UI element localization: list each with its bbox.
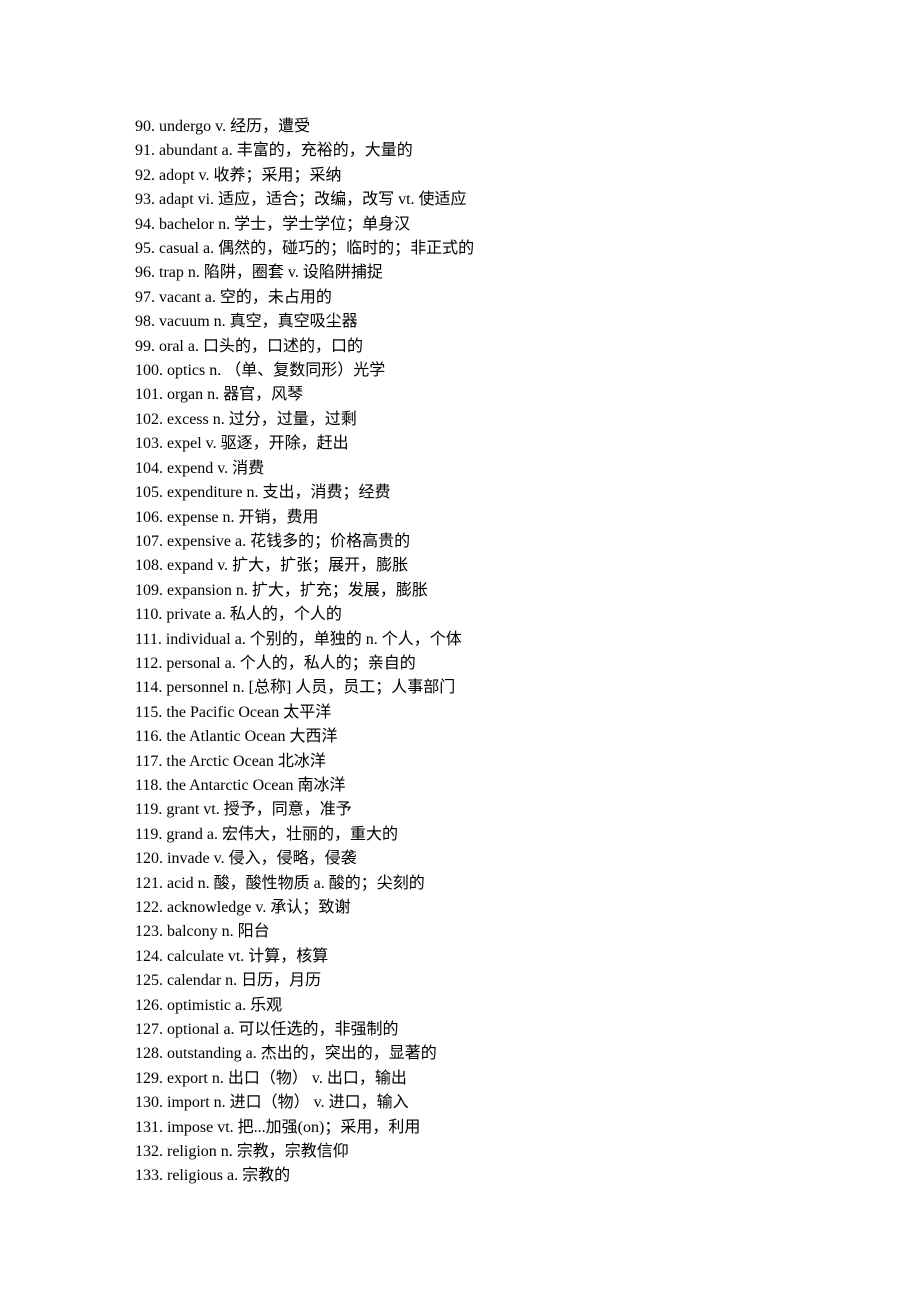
vocab-entry: 132. religion n. 宗教，宗教信仰 bbox=[135, 1140, 920, 1164]
vocab-entry: 111. individual a. 个别的，单独的 n. 个人，个体 bbox=[135, 628, 920, 652]
vocab-entry: 94. bachelor n. 学士，学士学位；单身汉 bbox=[135, 213, 920, 237]
document-page: 90. undergo v. 经历，遭受91. abundant a. 丰富的，… bbox=[0, 0, 920, 1302]
vocab-entry: 108. expand v. 扩大，扩张；展开，膨胀 bbox=[135, 554, 920, 578]
vocab-entry: 114. personnel n. [总称] 人员，员工；人事部门 bbox=[135, 676, 920, 700]
vocab-entry: 96. trap n. 陷阱，圈套 v. 设陷阱捕捉 bbox=[135, 261, 920, 285]
vocab-entry: 123. balcony n. 阳台 bbox=[135, 920, 920, 944]
vocab-entry: 107. expensive a. 花钱多的；价格高贵的 bbox=[135, 530, 920, 554]
vocab-entry: 127. optional a. 可以任选的，非强制的 bbox=[135, 1018, 920, 1042]
vocab-entry: 121. acid n. 酸，酸性物质 a. 酸的；尖刻的 bbox=[135, 872, 920, 896]
vocab-entry: 129. export n. 出口（物） v. 出口，输出 bbox=[135, 1067, 920, 1091]
vocab-entry: 116. the Atlantic Ocean 大西洋 bbox=[135, 725, 920, 749]
vocab-entry: 97. vacant a. 空的，未占用的 bbox=[135, 286, 920, 310]
vocab-entry: 128. outstanding a. 杰出的，突出的，显著的 bbox=[135, 1042, 920, 1066]
vocab-entry: 100. optics n. （单、复数同形）光学 bbox=[135, 359, 920, 383]
vocab-entry: 103. expel v. 驱逐，开除，赶出 bbox=[135, 432, 920, 456]
vocab-entry: 124. calculate vt. 计算，核算 bbox=[135, 945, 920, 969]
vocab-entry: 98. vacuum n. 真空，真空吸尘器 bbox=[135, 310, 920, 334]
vocab-entry: 133. religious a. 宗教的 bbox=[135, 1164, 920, 1188]
vocab-entry: 115. the Pacific Ocean 太平洋 bbox=[135, 701, 920, 725]
vocab-entry: 101. organ n. 器官，风琴 bbox=[135, 383, 920, 407]
vocab-entry: 130. import n. 进口（物） v. 进口，输入 bbox=[135, 1091, 920, 1115]
vocab-entry: 110. private a. 私人的，个人的 bbox=[135, 603, 920, 627]
vocab-entry: 92. adopt v. 收养；采用；采纳 bbox=[135, 164, 920, 188]
vocab-entry: 119. grant vt. 授予，同意，准予 bbox=[135, 798, 920, 822]
vocab-entry: 99. oral a. 口头的，口述的，口的 bbox=[135, 335, 920, 359]
vocab-entry: 90. undergo v. 经历，遭受 bbox=[135, 115, 920, 139]
vocab-entry: 106. expense n. 开销，费用 bbox=[135, 506, 920, 530]
vocab-entry: 117. the Arctic Ocean 北冰洋 bbox=[135, 750, 920, 774]
vocab-entry: 131. impose vt. 把...加强(on)；采用，利用 bbox=[135, 1116, 920, 1140]
vocab-entry: 93. adapt vi. 适应，适合；改编，改写 vt. 使适应 bbox=[135, 188, 920, 212]
vocab-entry: 122. acknowledge v. 承认；致谢 bbox=[135, 896, 920, 920]
vocab-entry: 120. invade v. 侵入，侵略，侵袭 bbox=[135, 847, 920, 871]
vocab-entry: 125. calendar n. 日历，月历 bbox=[135, 969, 920, 993]
vocab-entry: 102. excess n. 过分，过量，过剩 bbox=[135, 408, 920, 432]
vocab-entry: 104. expend v. 消费 bbox=[135, 457, 920, 481]
vocab-entry: 126. optimistic a. 乐观 bbox=[135, 994, 920, 1018]
vocab-entry: 112. personal a. 个人的，私人的；亲自的 bbox=[135, 652, 920, 676]
vocab-entry: 109. expansion n. 扩大，扩充；发展，膨胀 bbox=[135, 579, 920, 603]
vocab-entry: 95. casual a. 偶然的，碰巧的；临时的；非正式的 bbox=[135, 237, 920, 261]
vocab-entry: 119. grand a. 宏伟大，壮丽的，重大的 bbox=[135, 823, 920, 847]
vocab-entry: 105. expenditure n. 支出，消费；经费 bbox=[135, 481, 920, 505]
vocab-entry: 91. abundant a. 丰富的，充裕的，大量的 bbox=[135, 139, 920, 163]
vocab-entry: 118. the Antarctic Ocean 南冰洋 bbox=[135, 774, 920, 798]
